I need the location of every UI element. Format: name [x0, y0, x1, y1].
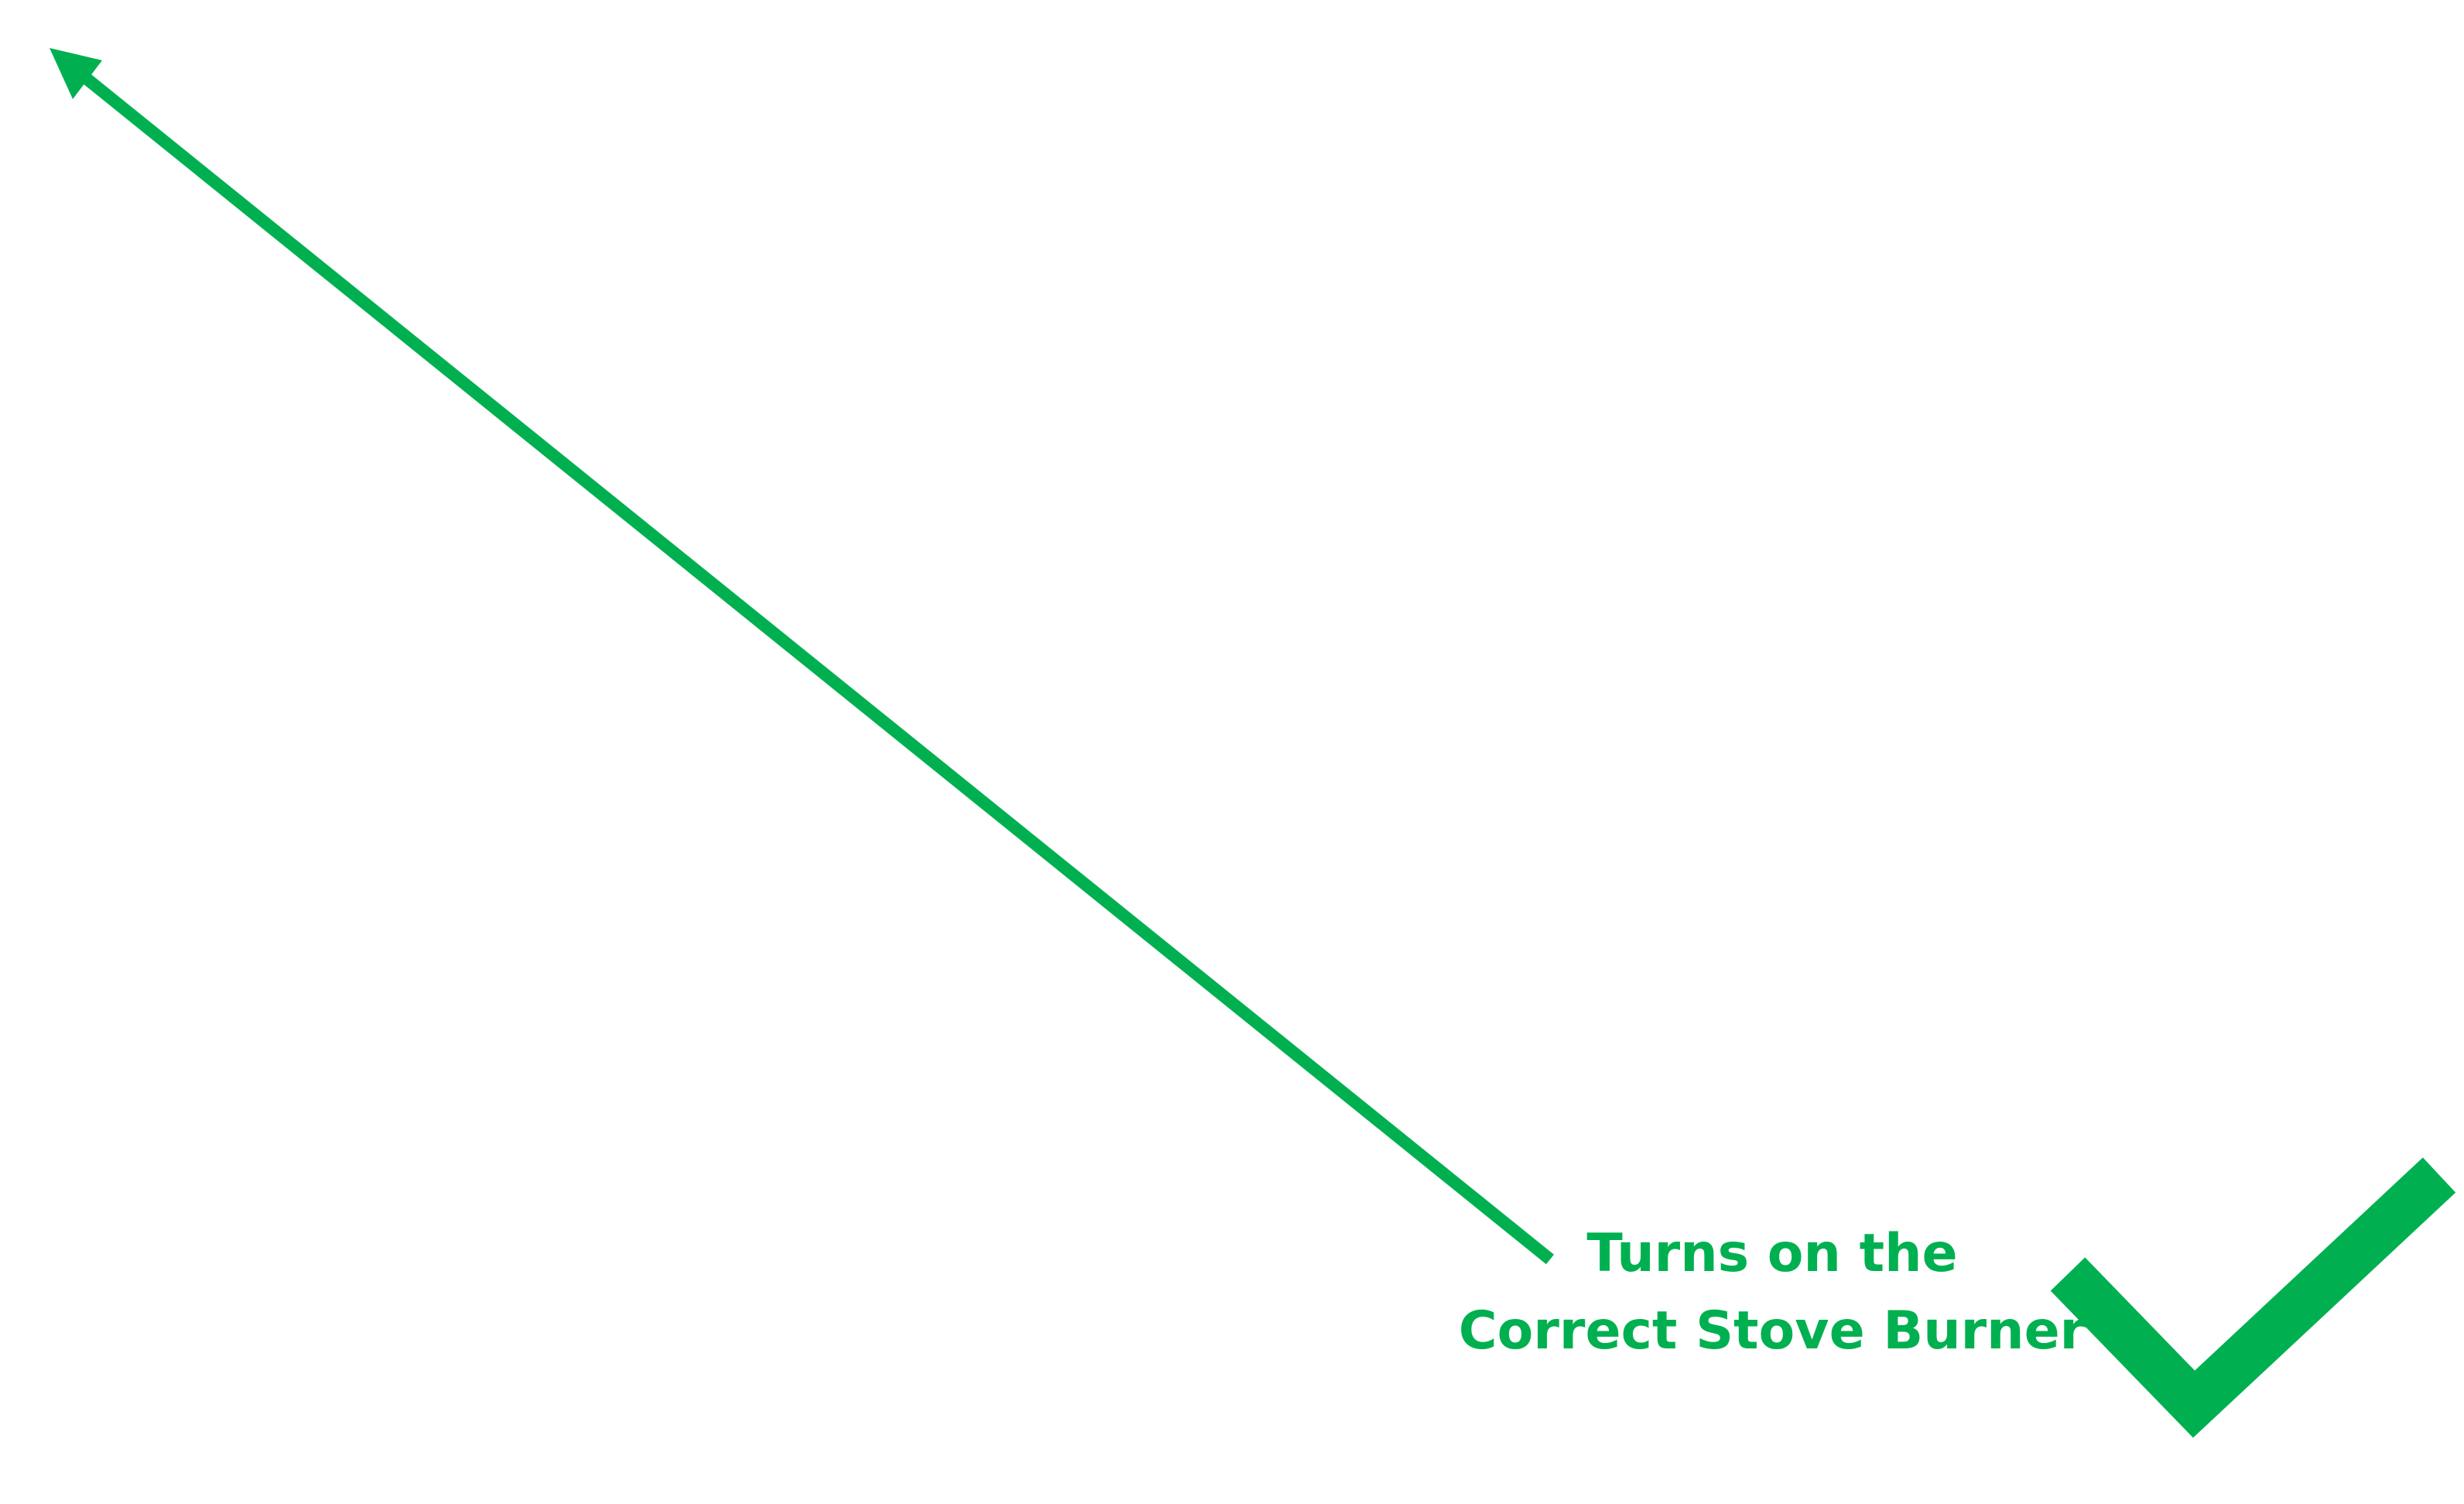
- annotation-label: Turns on the Correct Stove Burner: [1455, 1215, 2089, 1370]
- arrow-up-left-icon: [50, 48, 1555, 1265]
- annotation-line-2: Correct Stove Burner: [1458, 1300, 2086, 1362]
- checkmark-icon: [2050, 1157, 2456, 1438]
- annotation-line-1: Turns on the: [1586, 1223, 1958, 1284]
